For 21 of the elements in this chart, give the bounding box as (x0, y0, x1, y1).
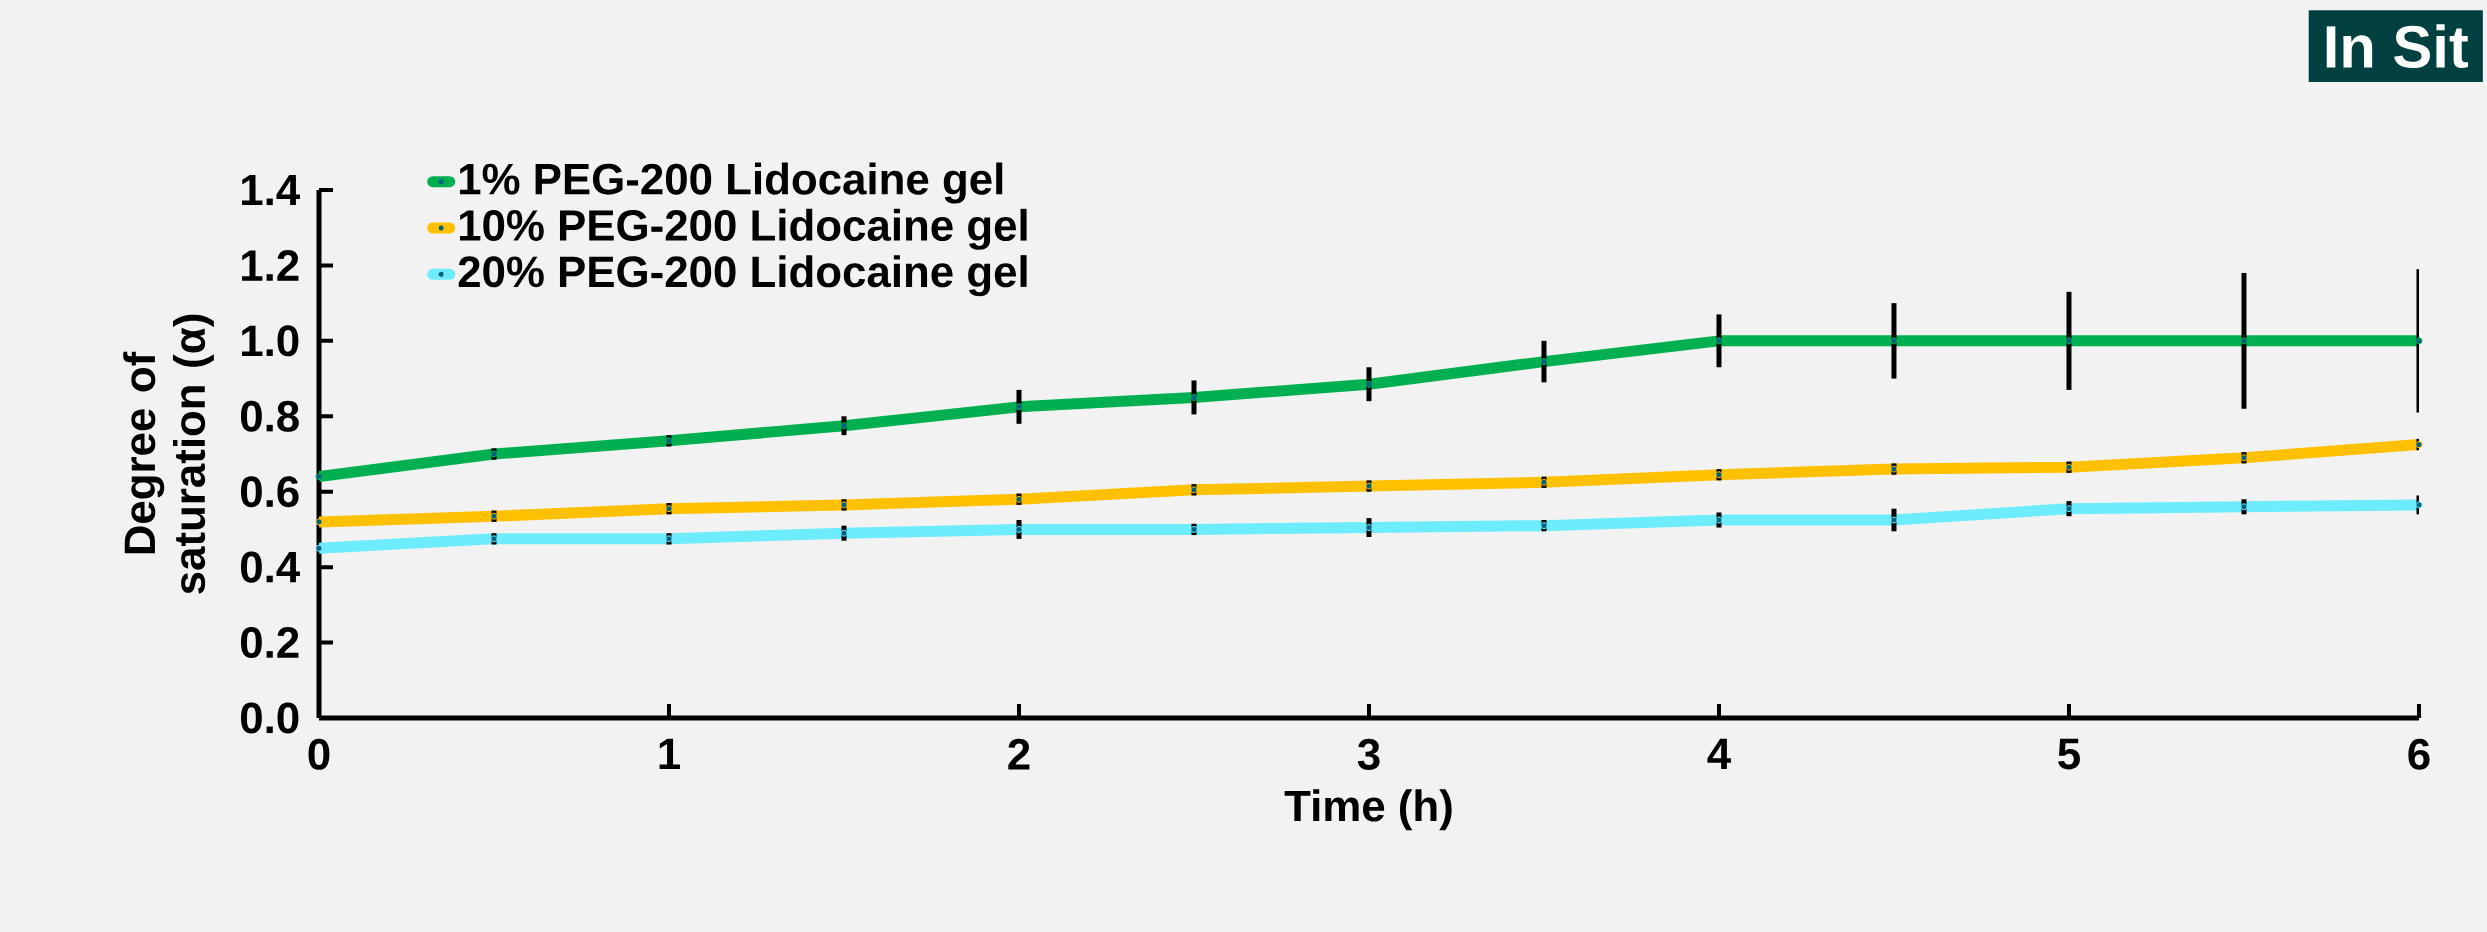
y-tick-label: 1.4 (242, 174, 300, 206)
y-tick-label: 0.8 (240, 400, 299, 432)
y-tick-label: 1.2 (242, 250, 299, 281)
x-tick-label: 6 (2408, 738, 2430, 770)
y-tick-label: 0.2 (240, 627, 299, 659)
x-tick-label: 3 (1357, 738, 1380, 770)
legend-label: 1% PEG-200 Lidocaine gel (459, 162, 1003, 204)
x-tick-label: 1 (659, 738, 680, 769)
y-tick-label: 0.6 (240, 476, 299, 508)
x-tick-label: 4 (1707, 738, 1731, 769)
y-tick-label: 0.4 (240, 551, 300, 583)
x-tick-label: 5 (2058, 738, 2080, 770)
x-axis-title: Time (h) (1284, 789, 1452, 831)
legend-label: 20% PEG-200 Lidocaine gel (458, 255, 1027, 297)
x-tick-label: 0 (308, 738, 330, 770)
legend-label: 10% PEG-200 Lidocaine gel (459, 208, 1027, 250)
y-axis-title: Degree of saturation (α) (123, 314, 214, 594)
x-tick-label: 2 (1008, 738, 1030, 770)
y-tick-label: 0.0 (240, 702, 299, 734)
y-tick-label: 1.0 (242, 325, 299, 357)
text: In Sit (2326, 24, 2469, 69)
